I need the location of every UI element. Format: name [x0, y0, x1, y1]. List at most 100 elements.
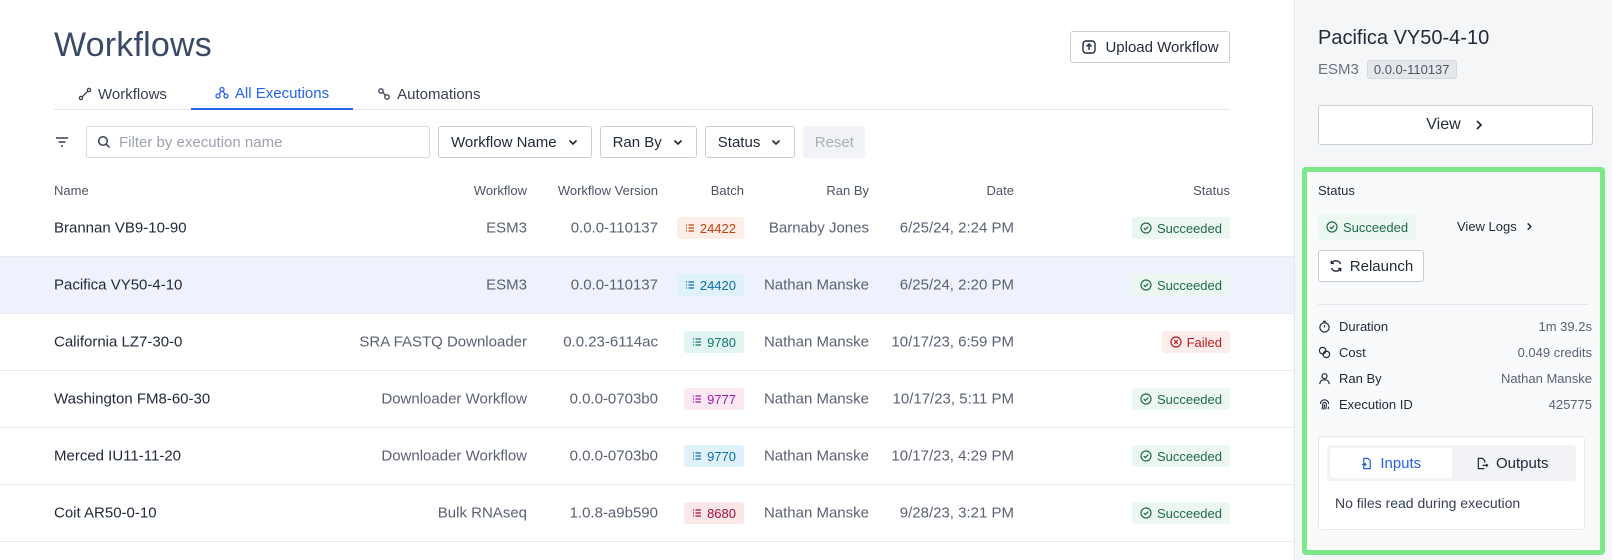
status-text: Succeeded	[1156, 391, 1222, 407]
header-name[interactable]: Name	[54, 183, 89, 198]
execution-detail-panel: Pacifica VY50-4-10 ESM3 0.0.0-110137 Vie…	[1294, 0, 1612, 560]
batch-badge[interactable]: 9777	[684, 388, 744, 410]
ran-by: Barnaby Jones	[768, 219, 869, 237]
detail-version-badge: 0.0.0-110137	[1366, 60, 1457, 79]
table-row[interactable]: Pacifica VY50-4-10 ESM3 0.0.0-110137 24420 N…	[0, 257, 1294, 314]
check-circle-icon	[1140, 222, 1152, 234]
tab-workflows[interactable]: Workflows	[54, 78, 191, 110]
header-batch[interactable]: Batch	[710, 183, 744, 198]
batch-badge[interactable]: 24422	[676, 217, 744, 239]
batch-badge[interactable]: 24420	[676, 274, 744, 296]
ran-by-dropdown[interactable]: Ran By	[599, 126, 697, 158]
execution-date: 10/17/23, 6:59 PM	[891, 333, 1014, 351]
batch-cell: 8680	[684, 502, 744, 524]
detail-workflow-name: ESM3	[1318, 61, 1359, 78]
status-cell: Succeeded	[1131, 217, 1230, 239]
ran-by-dropdown-label: Ran By	[612, 133, 662, 151]
list-icon	[693, 338, 702, 346]
table-row[interactable]: Coit AR50-0-10 Bulk RNAseq 1.0.8-a9b590 868…	[0, 485, 1294, 542]
table-row[interactable]: Brannan VB9-10-90 ESM3 0.0.0-110137 24422 Ba…	[0, 200, 1294, 257]
batch-number: 24420	[699, 277, 736, 293]
execution-id-value: 425775	[1548, 396, 1592, 412]
table-row[interactable]: California LZ7-30-0 SRA FASTQ Downloader 0…	[0, 314, 1294, 371]
workflow-version: 0.0.0-0703b0	[569, 447, 658, 465]
io-tab-bar: Inputs Outputs	[1327, 445, 1576, 481]
tab-automations[interactable]: Automations	[353, 78, 504, 110]
workflow-version: 1.0.8-a9b590	[569, 504, 658, 522]
tab-outputs-label: Outputs	[1495, 454, 1549, 472]
ran-by-row: Ran By Nathan Manske	[1318, 369, 1592, 387]
chevron-down-icon	[568, 139, 577, 146]
execution-date: 10/17/23, 4:29 PM	[891, 447, 1014, 465]
status-badge: Succeeded	[1131, 445, 1230, 467]
execution-name: Pacifica VY50-4-10	[54, 276, 183, 294]
check-circle-icon	[1140, 393, 1152, 405]
batch-cell: 24422	[676, 217, 744, 239]
list-icon	[693, 395, 702, 403]
search-input[interactable]	[119, 133, 419, 151]
table-header: Name Workflow Workflow Version Batch Ran…	[0, 183, 1294, 203]
upload-icon	[1082, 40, 1097, 54]
workflow-name-dropdown[interactable]: Workflow Name	[438, 126, 592, 158]
header-status[interactable]: Status	[1193, 183, 1230, 198]
header-workflow-version[interactable]: Workflow Version	[557, 183, 658, 198]
tab-outputs[interactable]: Outputs	[1452, 448, 1574, 478]
batch-number: 8680	[707, 505, 736, 521]
executions-icon	[215, 86, 229, 99]
batch-number: 9770	[707, 448, 736, 464]
status-badge: Succeeded	[1131, 274, 1230, 296]
view-logs-link[interactable]: View Logs	[1457, 219, 1534, 234]
header-date[interactable]: Date	[986, 183, 1014, 198]
executions-table: Brannan VB9-10-90 ESM3 0.0.0-110137 24422 Ba…	[0, 200, 1294, 542]
fingerprint-icon	[1319, 398, 1330, 410]
view-button-label: View	[1426, 116, 1461, 133]
batch-badge[interactable]: 9770	[684, 445, 744, 467]
tab-inputs[interactable]: Inputs	[1330, 448, 1452, 478]
batch-badge[interactable]: 8680	[684, 502, 744, 524]
header-ran-by[interactable]: Ran By	[826, 183, 869, 198]
execution-date: 10/17/23, 5:11 PM	[892, 390, 1014, 408]
file-export-icon	[1477, 457, 1489, 469]
workflow-name: ESM3	[486, 276, 527, 294]
execution-date: 9/28/23, 3:21 PM	[899, 504, 1014, 522]
automation-icon	[378, 88, 390, 100]
view-button[interactable]: View	[1318, 105, 1593, 145]
batch-cell: 24420	[676, 274, 744, 296]
status-cell: Succeeded	[1131, 445, 1230, 467]
reset-button[interactable]: Reset	[803, 126, 866, 158]
tab-all-executions[interactable]: All Executions	[190, 78, 354, 110]
file-import-icon	[1362, 457, 1372, 469]
list-icon	[693, 452, 702, 460]
check-circle-icon	[1140, 450, 1152, 462]
header-workflow[interactable]: Workflow	[473, 183, 527, 198]
coins-icon	[1318, 346, 1331, 358]
filter-bar: Workflow Name Ran By Status Reset	[54, 126, 866, 158]
detail-subtitle: ESM3 0.0.0-110137	[1318, 60, 1457, 79]
batch-cell: 9780	[684, 331, 744, 353]
batch-number: 9780	[707, 334, 736, 350]
execution-name: Merced IU11-11-20	[54, 447, 182, 465]
upload-workflow-label: Upload Workflow	[1105, 38, 1219, 56]
upload-workflow-button[interactable]: Upload Workflow	[1070, 31, 1230, 63]
io-card: Inputs Outputs No files read during exec…	[1318, 436, 1585, 530]
execution-name: California LZ7-30-0	[54, 333, 183, 351]
duration-label: Duration	[1339, 318, 1389, 334]
table-row[interactable]: Merced IU11-11-20 Downloader Workflow 0.0.…	[0, 428, 1294, 485]
workflow-version: 0.0.0-0703b0	[569, 390, 658, 408]
relaunch-button[interactable]: Relaunch	[1318, 250, 1424, 282]
status-dropdown[interactable]: Status	[704, 126, 796, 158]
table-row[interactable]: Washington FM8-60-30 Downloader Workflow 0…	[0, 371, 1294, 428]
check-circle-icon	[1140, 279, 1152, 291]
filter-icon[interactable]	[54, 134, 70, 150]
chevron-right-icon	[1526, 222, 1532, 231]
status-text: Succeeded	[1156, 277, 1222, 293]
execution-id-row: Execution ID 425775	[1318, 395, 1592, 413]
search-box	[86, 126, 430, 158]
workflow-version: 0.0.0-110137	[570, 276, 658, 294]
chevron-down-icon	[772, 139, 781, 146]
relaunch-label: Relaunch	[1349, 257, 1414, 275]
status-badge: Succeeded	[1131, 502, 1230, 524]
workflow-name-dropdown-label: Workflow Name	[451, 133, 557, 151]
batch-badge[interactable]: 9780	[684, 331, 744, 353]
status-badge: Failed	[1161, 331, 1230, 353]
